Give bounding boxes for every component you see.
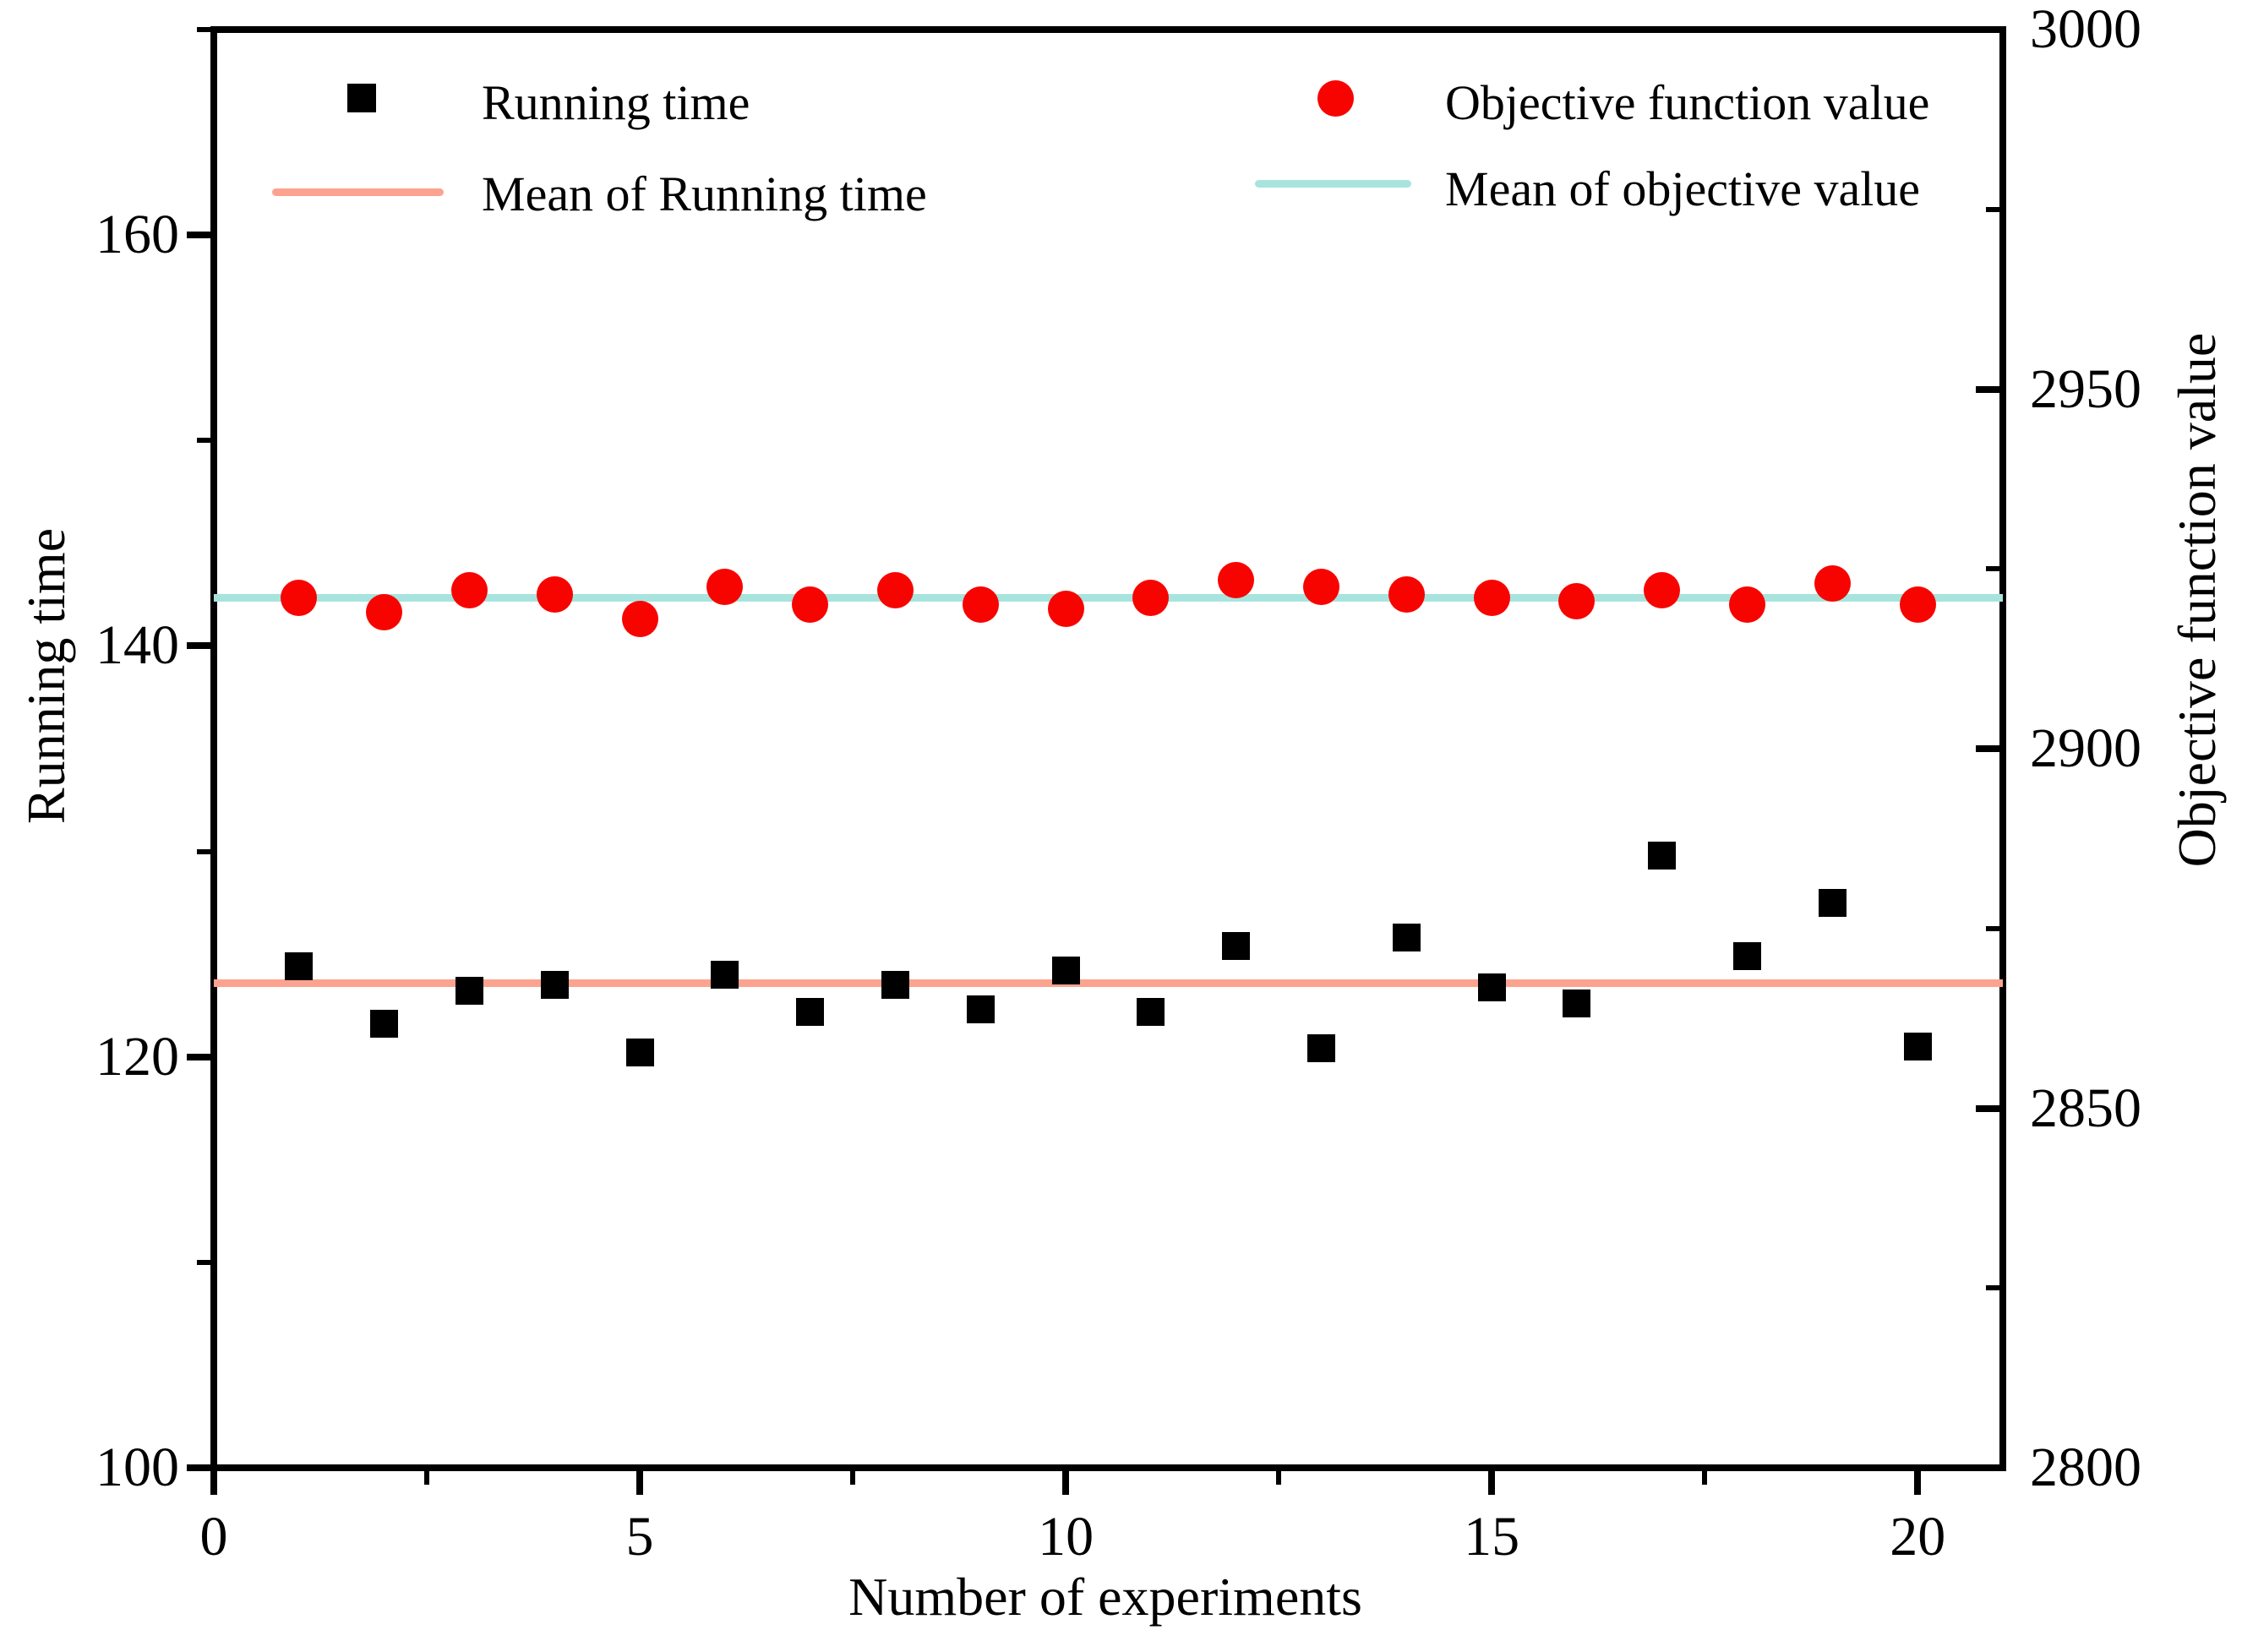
right-axis-minor-tick (1986, 566, 1999, 572)
running-time-point (1477, 973, 1506, 1001)
right-axis-minor-tick (1986, 925, 1999, 931)
x-axis-tick-label: 0 (199, 1506, 228, 1567)
objective-value-point (450, 572, 488, 609)
right-axis-title: Objective function value (2167, 332, 2227, 868)
running-time-point (966, 995, 995, 1024)
objective-value-point (792, 586, 829, 624)
right-axis-tick-label: 3000 (2030, 0, 2141, 60)
x-axis-title: Number of experiments (848, 1567, 1362, 1627)
objective-value-legend-label: Objective function value (1445, 75, 1930, 130)
objective-value-point (1303, 569, 1340, 606)
right-axis-major-tick (1976, 1464, 1999, 1471)
objective-value-legend-marker (1317, 80, 1354, 117)
running-time-point (1818, 888, 1847, 917)
right-axis-tick-label: 2900 (2030, 717, 2141, 779)
right-axis-tick-label: 2800 (2030, 1437, 2141, 1498)
mean-objective-value-legend-line (1255, 180, 1411, 188)
mean-objective-value-legend-label: Mean of objective value (1445, 161, 1921, 216)
running-time-point (1648, 841, 1677, 870)
right-axis-minor-tick (1986, 206, 1999, 212)
running-time-point (1392, 924, 1421, 952)
x-axis-major-tick (1488, 1471, 1496, 1495)
objective-value-point (1132, 579, 1170, 616)
x-axis-tick-label: 5 (625, 1506, 654, 1567)
objective-value-point (536, 575, 573, 613)
objective-value-point (1814, 564, 1851, 602)
objective-value-point (1047, 590, 1084, 627)
objective-value-point (962, 586, 999, 624)
left-axis-minor-tick (197, 1259, 210, 1265)
left-axis-minor-tick (197, 438, 210, 444)
running-time-point (540, 971, 569, 1000)
running-time-point (796, 997, 825, 1026)
objective-value-point (366, 593, 403, 630)
left-axis-minor-tick (197, 848, 210, 854)
objective-value-point (1899, 586, 1936, 624)
right-axis-tick-label: 2950 (2030, 357, 2141, 420)
left-axis-major-tick (187, 642, 210, 650)
left-axis-major-tick (187, 232, 210, 239)
right-axis-major-tick (1976, 1104, 1999, 1112)
left-axis-tick-label: 100 (95, 1437, 179, 1498)
running-time-point (1137, 997, 1165, 1026)
x-axis-tick-label: 20 (1890, 1506, 1946, 1567)
right-axis-minor-tick (1986, 1285, 1999, 1291)
running-time-legend-label: Running time (482, 75, 750, 130)
mean-running-time-legend-line (272, 188, 444, 196)
running-time-legend-marker (347, 84, 376, 112)
running-time-point (711, 960, 739, 989)
x-axis-tick-label: 15 (1464, 1506, 1520, 1567)
x-axis-minor-tick (1702, 1471, 1708, 1485)
objective-value-point (1388, 575, 1425, 613)
running-time-point (1051, 957, 1080, 985)
running-time-point (370, 1010, 399, 1039)
running-time-point (881, 971, 909, 1000)
mean-objective-value-line (214, 593, 2003, 602)
left-axis-tick-label: 160 (95, 204, 179, 266)
left-axis-tick-label: 140 (95, 614, 179, 677)
x-axis-major-tick (1062, 1471, 1070, 1495)
right-axis-major-tick (1976, 385, 1999, 393)
plot-frame (210, 26, 2006, 1471)
running-time-point (455, 977, 483, 1006)
running-time-point (625, 1039, 654, 1067)
objective-value-point (281, 579, 318, 616)
running-time-point (1307, 1034, 1336, 1063)
objective-value-point (876, 572, 914, 609)
left-axis-minor-tick (197, 27, 210, 32)
running-time-point (1563, 989, 1591, 1017)
right-axis-tick-label: 2850 (2030, 1077, 2141, 1139)
objective-value-point (621, 601, 658, 638)
mean-running-time-legend-label: Mean of Running time (482, 166, 927, 221)
right-axis-major-tick (1976, 745, 1999, 752)
mean-running-time-line (214, 979, 2003, 987)
x-axis-minor-tick (850, 1471, 856, 1485)
x-axis-tick-label: 10 (1038, 1506, 1094, 1567)
running-time-point (1222, 931, 1251, 960)
left-axis-tick-label: 120 (95, 1025, 179, 1088)
x-axis-major-tick (636, 1471, 644, 1495)
objective-value-point (1729, 586, 1766, 624)
objective-value-point (1218, 561, 1255, 598)
left-axis-major-tick (187, 1053, 210, 1060)
x-axis-minor-tick (1276, 1471, 1282, 1485)
running-time-point (1903, 1033, 1932, 1061)
x-axis-major-tick (1914, 1471, 1922, 1495)
left-axis-major-tick (187, 1464, 210, 1471)
objective-value-point (1558, 583, 1596, 620)
x-axis-minor-tick (424, 1471, 430, 1485)
objective-value-point (706, 569, 744, 606)
objective-value-point (1644, 572, 1681, 609)
x-axis-major-tick (210, 1471, 217, 1495)
objective-value-point (1473, 579, 1510, 616)
right-axis-major-tick (1976, 26, 1999, 33)
running-time-point (1733, 942, 1762, 971)
running-time-point (285, 952, 314, 981)
